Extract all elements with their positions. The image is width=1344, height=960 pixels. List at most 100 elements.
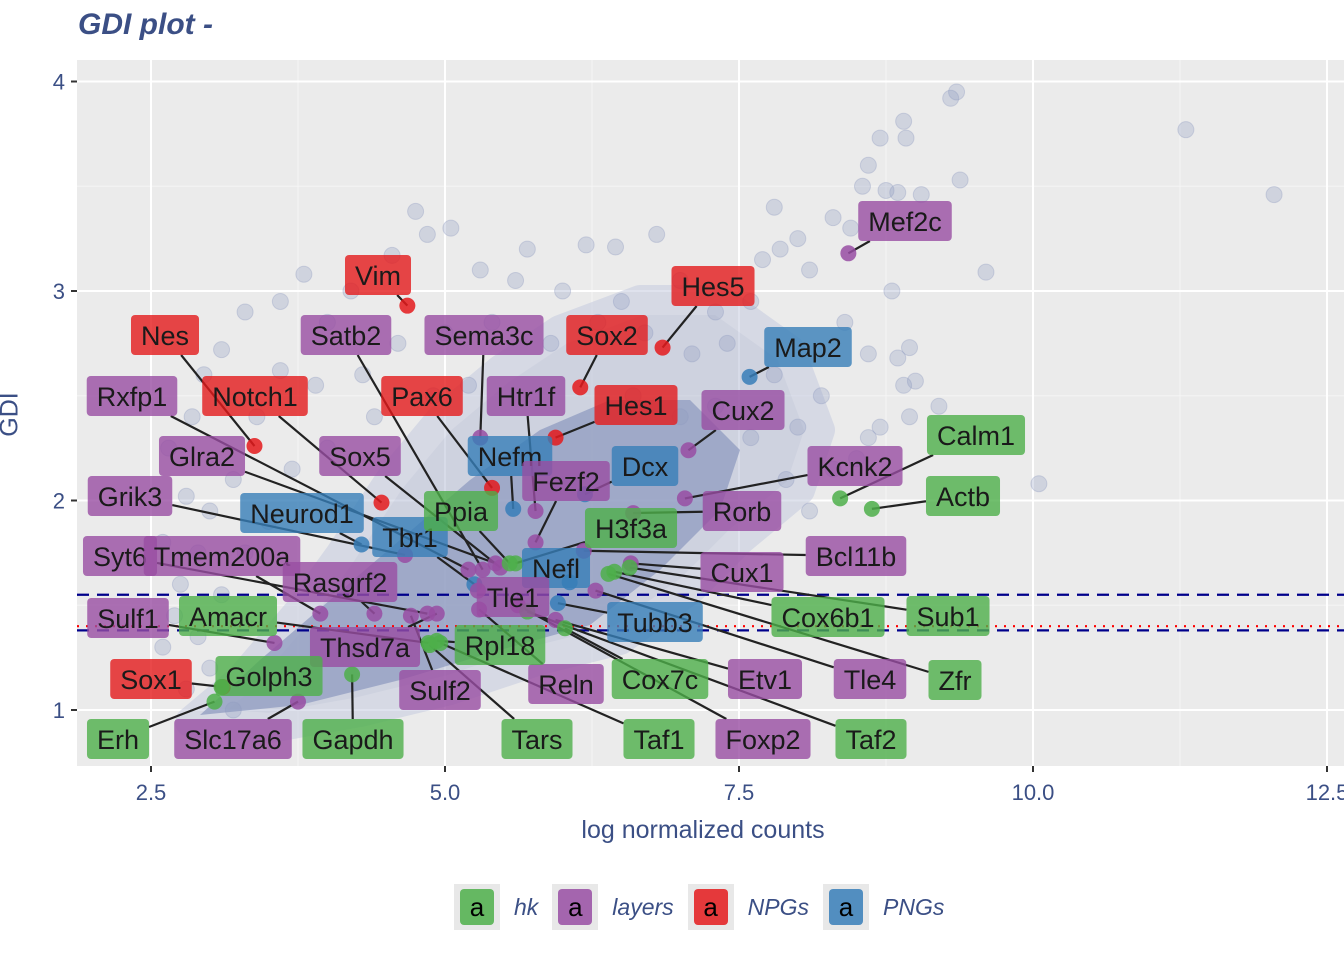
gene-label-reln: Reln bbox=[528, 664, 604, 704]
gene-label-box bbox=[701, 390, 785, 430]
background-point bbox=[418, 225, 436, 243]
point-sub1 bbox=[621, 559, 638, 576]
gene-label-cux1: Cux1 bbox=[700, 552, 784, 592]
point-vim bbox=[399, 297, 416, 314]
gene-label-box bbox=[858, 201, 952, 241]
gene-label-text: Cux2 bbox=[711, 396, 774, 426]
legend-key-pngs: a bbox=[829, 889, 863, 925]
point-hes5 bbox=[654, 339, 671, 356]
background-point bbox=[177, 487, 195, 505]
background-point bbox=[201, 659, 219, 677]
gene-label-etv1: Etv1 bbox=[727, 659, 803, 699]
point-taf1 bbox=[432, 634, 449, 651]
gene-label-text: Tle4 bbox=[844, 665, 897, 695]
gene-label-kcnk2: Kcnk2 bbox=[807, 446, 903, 486]
background-point bbox=[889, 349, 907, 367]
gene-label-tubb3: Tubb3 bbox=[607, 602, 703, 642]
gene-label-text: Taf1 bbox=[633, 725, 684, 755]
point-cux2 bbox=[680, 442, 697, 459]
gene-label-box bbox=[926, 415, 1026, 455]
background-point bbox=[683, 345, 701, 363]
background-point bbox=[871, 129, 889, 147]
background-point bbox=[1177, 121, 1195, 139]
background-point bbox=[912, 186, 930, 204]
gene-label-box bbox=[344, 255, 412, 295]
background-point bbox=[789, 230, 807, 248]
gene-label-box bbox=[454, 625, 546, 665]
gene-label-text: Sox1 bbox=[120, 665, 182, 695]
chart-title: GDI plot - bbox=[78, 8, 213, 41]
background-point bbox=[801, 502, 819, 520]
gene-label-text: Taf2 bbox=[845, 725, 896, 755]
gene-label-box bbox=[805, 536, 907, 576]
gene-label-tars: Tars bbox=[501, 719, 573, 759]
background-point bbox=[471, 261, 489, 279]
gene-label-box bbox=[771, 597, 885, 637]
gene-label-text: Dcx bbox=[622, 452, 669, 482]
point-h3f3a bbox=[507, 555, 524, 572]
gene-label-actb: Actb bbox=[925, 476, 1001, 516]
gene-label-bcl11b: Bcl11b bbox=[805, 536, 907, 576]
gene-label-text: Fezf2 bbox=[532, 467, 600, 497]
background-point bbox=[460, 376, 478, 394]
background-point bbox=[765, 198, 783, 216]
background-point bbox=[183, 408, 201, 426]
gene-label-text: Bcl11b bbox=[816, 542, 897, 572]
point-tmem200a bbox=[312, 605, 329, 622]
background-point bbox=[577, 236, 595, 254]
gene-label-box bbox=[584, 508, 678, 548]
legend-key-layers: a bbox=[558, 889, 593, 925]
gene-label-text: Rpl18 bbox=[465, 631, 536, 661]
point-kcnk2 bbox=[676, 490, 693, 507]
gene-label-box bbox=[486, 376, 566, 416]
gene-label-box bbox=[623, 719, 695, 759]
legend-item-npgs: a NPGs bbox=[687, 884, 809, 930]
x-tick-label: 5.0 bbox=[430, 780, 461, 805]
point-mef2c bbox=[840, 245, 857, 262]
label-connector bbox=[557, 602, 608, 614]
point-thsd7a bbox=[428, 605, 445, 622]
y-tick-label: 1 bbox=[53, 698, 65, 723]
gene-label-text: Erh bbox=[97, 725, 139, 755]
gene-label-box bbox=[130, 315, 200, 355]
background-point bbox=[307, 376, 325, 394]
gene-label-text: Syt6 bbox=[93, 542, 147, 572]
gene-label-mef2c: Mef2c bbox=[858, 201, 952, 241]
x-tick-label: 12.5 bbox=[1306, 780, 1344, 805]
gene-label-text: Nes bbox=[141, 321, 189, 351]
gene-label-rasgrf2: Rasgrf2 bbox=[282, 562, 398, 602]
gene-label-box bbox=[202, 376, 308, 416]
gene-label-box bbox=[833, 659, 907, 699]
gene-label-rpl18: Rpl18 bbox=[454, 625, 546, 665]
point-erh bbox=[206, 693, 223, 710]
legend-item-hk: a hk bbox=[454, 884, 538, 930]
gene-label-fezf2: Fezf2 bbox=[522, 461, 610, 501]
gene-label-box bbox=[807, 446, 903, 486]
background-point bbox=[706, 303, 724, 321]
gene-label-thsd7a: Thsd7a bbox=[309, 627, 421, 667]
background-point bbox=[842, 219, 860, 237]
background-point bbox=[389, 334, 407, 352]
gene-label-pax6: Pax6 bbox=[381, 376, 463, 416]
gene-label-text: Hes5 bbox=[681, 272, 744, 302]
gene-label-text: Grik3 bbox=[98, 482, 163, 512]
gene-label-text: Pax6 bbox=[391, 382, 453, 412]
gene-label-box bbox=[302, 719, 404, 759]
label-connector bbox=[614, 570, 772, 607]
gene-label-dcx: Dcx bbox=[611, 446, 679, 486]
gene-label-box bbox=[611, 659, 709, 699]
point-map2 bbox=[741, 368, 758, 385]
gene-label-text: Neurod1 bbox=[250, 499, 354, 529]
gene-label-box bbox=[240, 493, 364, 533]
gene-label-box bbox=[671, 266, 755, 306]
gene-label-text: Hes1 bbox=[604, 391, 667, 421]
gene-label-text: Htr1f bbox=[497, 382, 556, 412]
y-tick-label: 2 bbox=[53, 489, 65, 514]
gene-label-box bbox=[928, 660, 982, 700]
gene-label-text: Sema3c bbox=[434, 321, 533, 351]
gene-label-box bbox=[86, 376, 178, 416]
label-connector bbox=[564, 627, 624, 660]
gene-label-grik3: Grik3 bbox=[87, 476, 173, 516]
background-point bbox=[742, 429, 760, 447]
